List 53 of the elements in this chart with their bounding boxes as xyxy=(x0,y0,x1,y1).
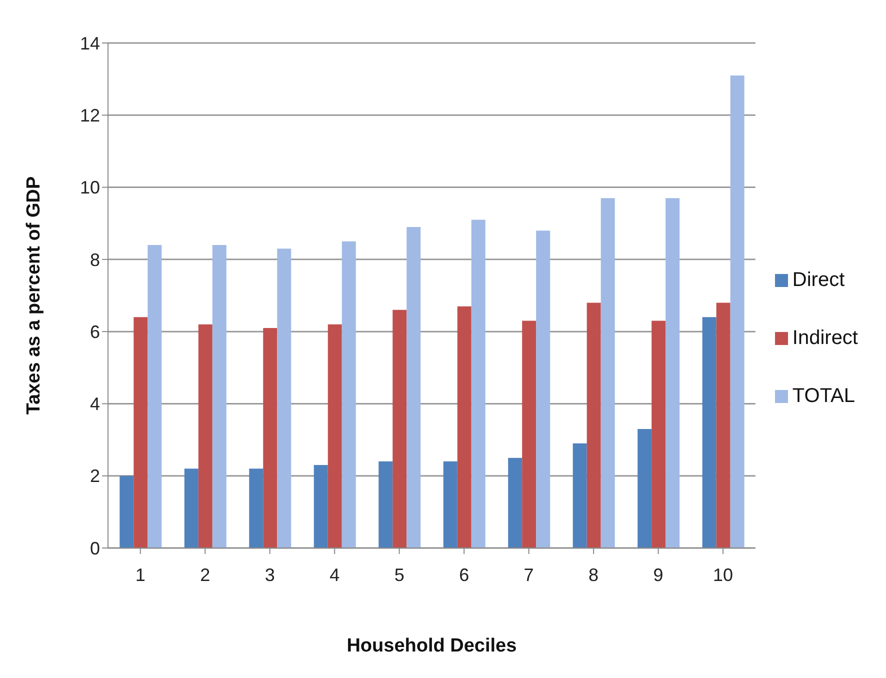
y-tick-label: 10 xyxy=(80,178,100,198)
x-tick-label: 10 xyxy=(713,564,734,585)
bar xyxy=(638,428,652,548)
y-tick-label: 6 xyxy=(90,322,100,342)
bar xyxy=(134,317,148,548)
x-tick-label: 4 xyxy=(330,564,340,585)
y-tick-label: 12 xyxy=(80,106,100,126)
bar xyxy=(184,468,198,548)
bar xyxy=(198,324,212,548)
x-tick-label: 2 xyxy=(200,564,210,585)
x-tick-label: 3 xyxy=(264,564,275,585)
bar xyxy=(148,245,162,548)
bar xyxy=(508,458,522,548)
legend-label: TOTAL xyxy=(792,385,856,407)
bar xyxy=(652,320,666,548)
y-tick-label: 14 xyxy=(80,33,100,54)
bar xyxy=(328,324,342,548)
bar xyxy=(443,461,458,548)
bar xyxy=(406,226,421,548)
bar xyxy=(586,302,601,548)
legend-label: Direct xyxy=(792,269,845,291)
x-tick-label: 1 xyxy=(135,564,146,585)
bar xyxy=(536,230,550,548)
bar xyxy=(716,302,730,548)
bar xyxy=(314,465,328,548)
bar xyxy=(263,328,278,548)
bar xyxy=(572,443,587,548)
bar xyxy=(378,461,393,548)
bar xyxy=(730,75,744,548)
y-tick-label: 2 xyxy=(90,466,100,486)
bar xyxy=(392,310,407,548)
x-axis-title: Household Deciles xyxy=(346,635,517,656)
bar xyxy=(600,198,615,548)
legend-label: Indirect xyxy=(792,327,858,349)
bar xyxy=(212,245,226,548)
y-tick-label: 8 xyxy=(90,250,100,270)
bar xyxy=(666,198,680,548)
bar xyxy=(249,468,264,548)
y-axis-title: Taxes as a percent of GDP xyxy=(24,176,45,415)
x-tick-label: 8 xyxy=(588,564,599,585)
x-tick-label: 7 xyxy=(524,564,534,585)
y-tick-label: 4 xyxy=(90,394,100,414)
bar xyxy=(522,320,536,548)
x-tick-label: 5 xyxy=(394,564,404,585)
x-tick-label: 6 xyxy=(459,564,470,585)
bar xyxy=(277,248,292,548)
bar xyxy=(702,317,716,548)
bar xyxy=(120,476,134,548)
y-tick-label: 0 xyxy=(90,538,100,558)
bar xyxy=(457,306,472,548)
bar xyxy=(471,220,486,548)
bar xyxy=(342,241,356,548)
x-tick-label: 9 xyxy=(653,564,664,585)
